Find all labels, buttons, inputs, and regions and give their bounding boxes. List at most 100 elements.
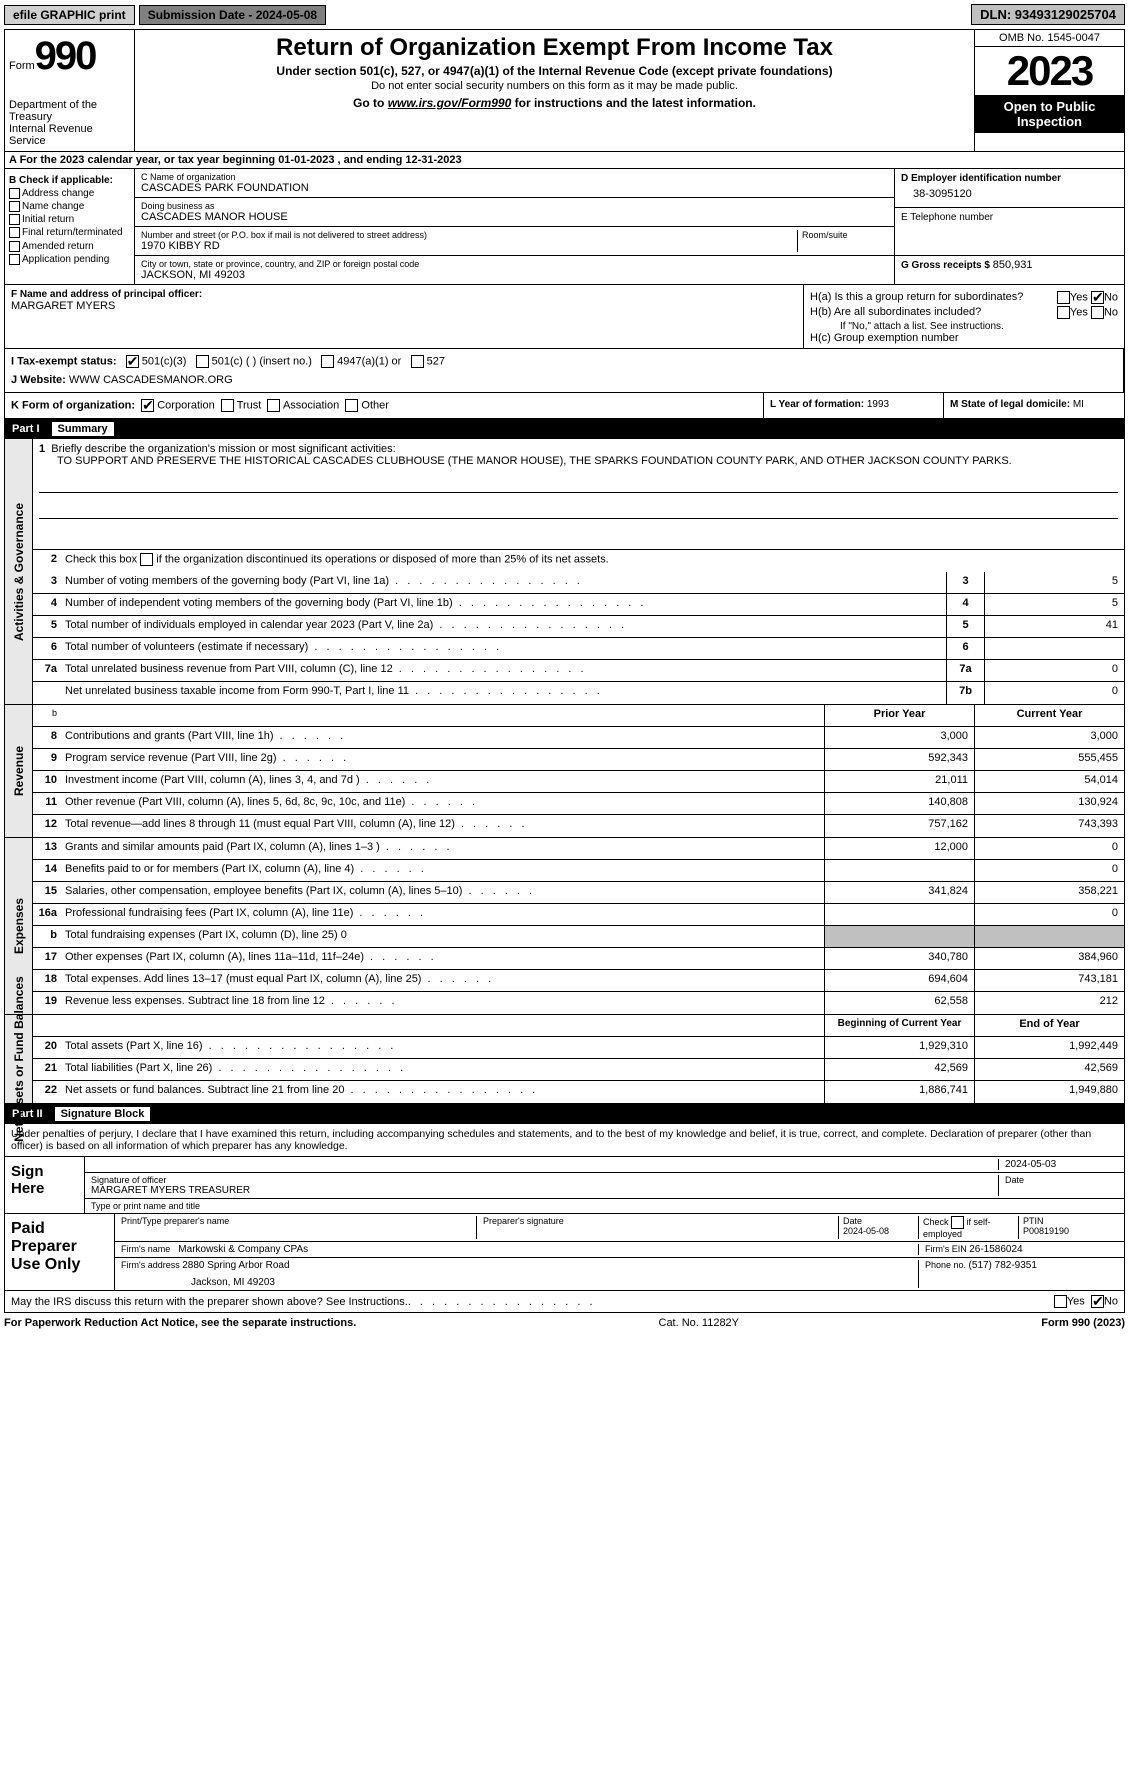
end-val: 1,992,449 bbox=[974, 1037, 1124, 1058]
chk-q2[interactable] bbox=[140, 553, 153, 566]
chk-corp[interactable] bbox=[141, 399, 154, 412]
prior-val: 757,162 bbox=[824, 815, 974, 837]
footer-right: Form 990 (2023) bbox=[1041, 1317, 1125, 1329]
chk-501c3[interactable] bbox=[126, 355, 139, 368]
sum-text: Professional fundraising fees (Part IX, … bbox=[61, 904, 824, 925]
sum-text: Investment income (Part VIII, column (A)… bbox=[61, 771, 824, 792]
m-val: MI bbox=[1073, 399, 1084, 410]
chk-amended-label: Amended return bbox=[22, 241, 94, 252]
dept-treasury: Department of the Treasury bbox=[9, 99, 130, 123]
sig-officer-label: Signature of officer bbox=[91, 1175, 998, 1185]
ha-yes[interactable] bbox=[1057, 291, 1070, 304]
sum-box: 7a bbox=[946, 660, 984, 681]
prior-val: 12,000 bbox=[824, 838, 974, 859]
discuss-yes[interactable] bbox=[1054, 1295, 1067, 1308]
city: JACKSON, MI 49203 bbox=[141, 269, 245, 281]
chk-527[interactable] bbox=[411, 355, 424, 368]
top-bar: efile GRAPHIC print Submission Date - 20… bbox=[4, 4, 1125, 25]
col-b-header: B Check if applicable: bbox=[9, 175, 130, 186]
sum-text: Number of voting members of the governin… bbox=[61, 572, 946, 593]
sum-text: Total liabilities (Part X, line 26) bbox=[61, 1059, 824, 1080]
sum-val: 0 bbox=[984, 660, 1124, 681]
website: WWW CASCADESMANOR.ORG bbox=[69, 374, 233, 386]
prep-sig-label: Preparer's signature bbox=[476, 1216, 838, 1239]
ha-no[interactable] bbox=[1091, 291, 1104, 304]
dots bbox=[408, 1296, 596, 1308]
chk-trust[interactable] bbox=[221, 399, 234, 412]
sum-text: Grants and similar amounts paid (Part IX… bbox=[61, 838, 824, 859]
goto-link[interactable]: www.irs.gov/Form990 bbox=[388, 96, 512, 110]
sum-val: 41 bbox=[984, 616, 1124, 637]
form-label: Form bbox=[9, 60, 35, 72]
form-header: Form990 Department of the Treasury Inter… bbox=[4, 29, 1125, 152]
begin-val: 1,929,310 bbox=[824, 1037, 974, 1058]
side-exp: Expenses bbox=[12, 898, 26, 954]
row-fgh: F Name and address of principal officer:… bbox=[4, 285, 1125, 349]
chk-assoc[interactable] bbox=[267, 399, 280, 412]
sum-text: Benefits paid to or for members (Part IX… bbox=[61, 860, 824, 881]
q2: Check this box if the organization disco… bbox=[61, 550, 1124, 572]
begin-val: 42,569 bbox=[824, 1059, 974, 1080]
sum-text: Other expenses (Part IX, column (A), lin… bbox=[61, 948, 824, 969]
efile-button[interactable]: efile GRAPHIC print bbox=[4, 5, 135, 25]
org-name: CASCADES PARK FOUNDATION bbox=[141, 182, 309, 194]
dba: CASCADES MANOR HOUSE bbox=[141, 211, 288, 223]
part2-title: Signature Block bbox=[55, 1107, 151, 1121]
sig-type-label: Type or print name and title bbox=[91, 1201, 1118, 1211]
chk-name[interactable] bbox=[9, 201, 20, 212]
sum-text: Revenue less expenses. Subtract line 18 … bbox=[61, 992, 824, 1014]
firm-ein-label: Firm's EIN bbox=[925, 1244, 969, 1254]
prep-date-label: Date bbox=[843, 1216, 862, 1226]
chk-final[interactable] bbox=[9, 227, 20, 238]
main-title: Return of Organization Exempt From Incom… bbox=[139, 34, 970, 62]
col-prior: Prior Year bbox=[824, 705, 974, 726]
dba-label: Doing business as bbox=[141, 201, 888, 211]
sum-text: Program service revenue (Part VIII, line… bbox=[61, 749, 824, 770]
chk-final-label: Final return/terminated bbox=[22, 228, 123, 239]
prior-val: 694,604 bbox=[824, 970, 974, 991]
prior-val: 3,000 bbox=[824, 727, 974, 748]
chk-pending[interactable] bbox=[9, 254, 20, 265]
chk-address[interactable] bbox=[9, 188, 20, 199]
activities-section: Activities & Governance 1 Briefly descri… bbox=[4, 439, 1125, 705]
chk-amended[interactable] bbox=[9, 241, 20, 252]
chk-initial[interactable] bbox=[9, 214, 20, 225]
col-b: B Check if applicable: Address change Na… bbox=[5, 169, 135, 284]
curr-val: 0 bbox=[974, 838, 1124, 859]
col-c: C Name of organizationCASCADES PARK FOUN… bbox=[135, 169, 894, 284]
open-public: Open to Public Inspection bbox=[975, 95, 1124, 133]
chk-self-emp[interactable] bbox=[951, 1216, 964, 1229]
j-label: J Website: bbox=[11, 374, 69, 386]
sum-text: Total expenses. Add lines 13–17 (must eq… bbox=[61, 970, 824, 991]
firm-phone: (517) 782-9351 bbox=[969, 1260, 1037, 1271]
discuss-no[interactable] bbox=[1091, 1295, 1104, 1308]
signature-block: Under penalties of perjury, I declare th… bbox=[4, 1124, 1125, 1291]
curr-val: 555,455 bbox=[974, 749, 1124, 770]
org-name-label: C Name of organization bbox=[141, 172, 888, 182]
col-curr: Current Year bbox=[974, 705, 1124, 726]
goto-suffix: for instructions and the latest informat… bbox=[511, 96, 756, 110]
sum-text: Salaries, other compensation, employee b… bbox=[61, 882, 824, 903]
l-label: L Year of formation: bbox=[770, 399, 867, 410]
curr-val: 212 bbox=[974, 992, 1124, 1014]
chk-other[interactable] bbox=[345, 399, 358, 412]
sig-officer: MARGARET MYERS TREASURER bbox=[91, 1185, 998, 1196]
k-label: K Form of organization: bbox=[11, 399, 135, 411]
sum-text: Other revenue (Part VIII, column (A), li… bbox=[61, 793, 824, 814]
hb-yes[interactable] bbox=[1057, 306, 1070, 319]
curr-val: 54,014 bbox=[974, 771, 1124, 792]
q1-text: TO SUPPORT AND PRESERVE THE HISTORICAL C… bbox=[39, 455, 1118, 467]
sum-text: Net assets or fund balances. Subtract li… bbox=[61, 1081, 824, 1103]
chk-501c[interactable] bbox=[196, 355, 209, 368]
sum-val: 0 bbox=[984, 682, 1124, 704]
prior-val bbox=[824, 904, 974, 925]
tax-year: 2023 bbox=[975, 47, 1124, 95]
col-begin: Beginning of Current Year bbox=[824, 1015, 974, 1036]
hb-no[interactable] bbox=[1091, 306, 1104, 319]
chk-4947[interactable] bbox=[321, 355, 334, 368]
hc-label: H(c) Group exemption number bbox=[810, 332, 1118, 344]
prior-val: 62,558 bbox=[824, 992, 974, 1014]
sig-intro: Under penalties of perjury, I declare th… bbox=[5, 1124, 1124, 1156]
curr-val: 3,000 bbox=[974, 727, 1124, 748]
hb-label: H(b) Are all subordinates included? bbox=[810, 306, 981, 319]
